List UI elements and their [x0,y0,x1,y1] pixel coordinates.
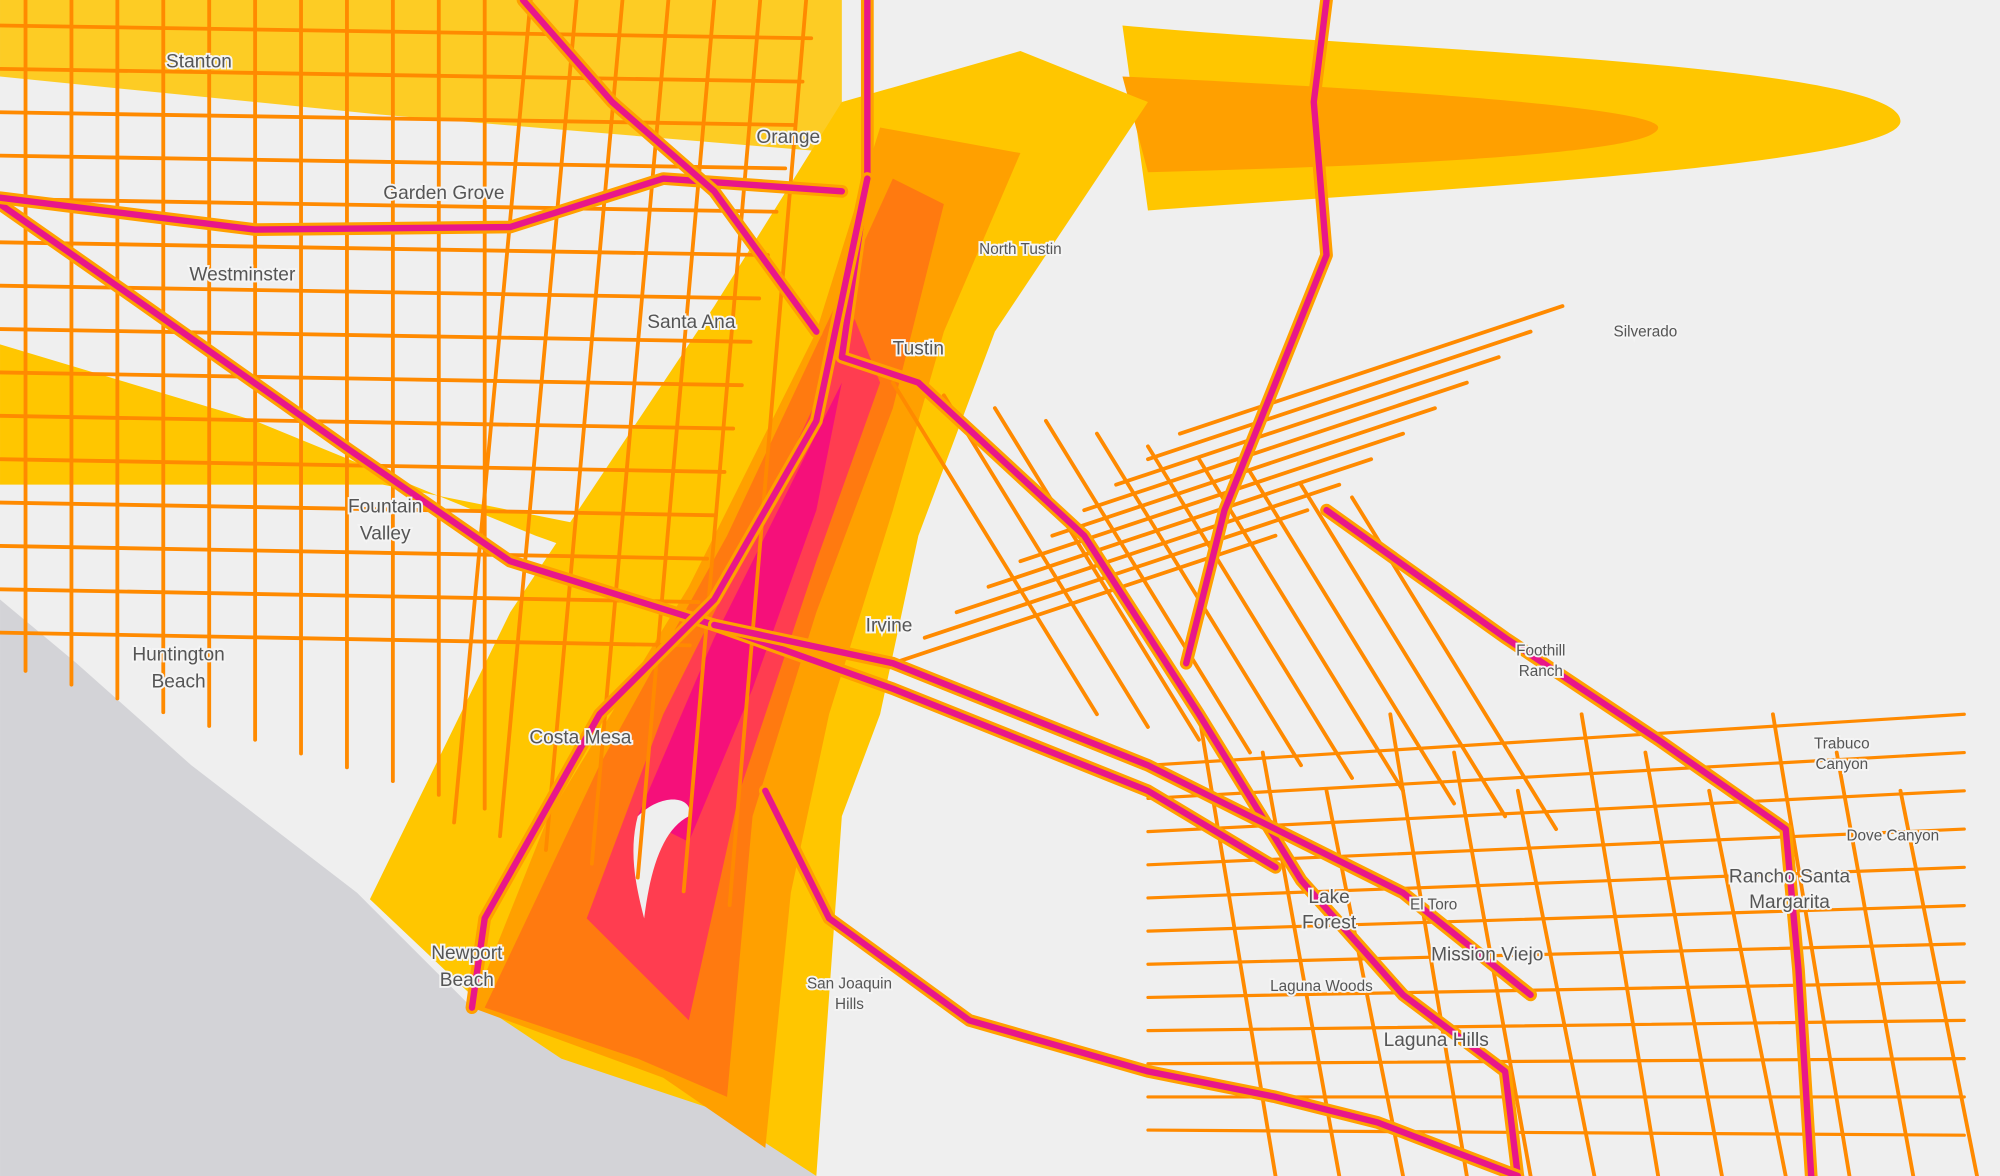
place-label: Fountain [348,497,422,518]
road [0,153,788,171]
freeway [711,621,1534,999]
freeway [468,175,871,1011]
place-label: Canyon [1815,756,1868,773]
road [1771,712,1852,1176]
place-label: Beach [151,671,205,692]
freeway [0,200,1279,871]
place-label: Ranch [1519,663,1563,680]
place-label: Trabuco [1814,736,1870,753]
road [0,66,805,84]
freeway [519,0,820,335]
road [0,630,692,648]
road [1146,444,1354,780]
plume [1122,76,1659,173]
road [890,380,1099,717]
place-label: Rancho Santa [1729,867,1851,888]
road [727,0,809,907]
place-label: Stanton [166,52,232,73]
road [1299,482,1508,819]
place-label: Forest [1302,913,1357,934]
road [1146,750,1966,801]
road [1146,904,1966,933]
place-label: Foothill [1516,643,1565,660]
place-labels: Stanton Orange Garden Grove Westminster … [130,50,1941,1053]
road [1146,1128,1966,1137]
road [635,0,717,880]
freeways [0,0,1818,1176]
place-label: Westminster [189,265,296,286]
road [1707,788,1788,1176]
place-label: Santa Ana [647,312,736,333]
freeway [762,787,1522,1176]
place-label: San Joaquin [807,976,892,993]
road [1146,712,1966,767]
place-label: Laguna Woods [1270,978,1373,995]
road [1579,712,1661,1176]
road [0,110,796,127]
place-label: Silverado [1614,324,1678,341]
place-label: Newport [431,943,503,964]
place-label: Huntington [132,645,225,666]
place-label: Lake [1308,887,1349,908]
road [0,240,770,258]
road [0,370,744,388]
ocean [0,599,817,1176]
place-label: Orange [756,127,820,148]
road [0,197,779,214]
place-label: Beach [440,970,494,991]
place-label: El Toro [1410,896,1457,913]
road [1898,788,1979,1176]
road [1114,355,1501,487]
place-label: Tustin [893,339,944,360]
plume [637,382,842,842]
road [681,0,763,894]
road [1044,418,1252,755]
road [941,393,1150,729]
place-label: Garden Grove [383,183,504,204]
road [1146,942,1966,966]
road [954,482,1342,615]
road [992,406,1201,742]
road [0,327,753,344]
freeway [1323,507,1815,1176]
road [1177,304,1565,436]
road [498,0,579,839]
road [1146,865,1966,900]
place-label: Dove Canyon [1846,828,1939,845]
road [1082,380,1469,513]
road [1197,457,1405,793]
road [1146,789,1966,834]
road [1146,1057,1966,1066]
road [1146,1018,1966,1033]
road [1834,750,1916,1176]
road [1515,788,1597,1176]
road [0,587,701,604]
road [1643,750,1724,1176]
place-label: Hills [835,996,864,1013]
place-label: Mission Viejo [1431,944,1543,965]
road [452,0,533,825]
freeway [1183,0,1330,667]
place-label: Valley [360,524,411,545]
road [986,457,1374,589]
road [1146,329,1533,462]
road [1388,712,1469,1176]
freeway [0,175,846,233]
road [0,23,814,41]
road [0,543,710,561]
road [0,413,736,431]
place-label: Irvine [866,615,913,636]
place-label: Margarita [1749,892,1830,913]
back-bay [633,799,690,919]
place-label: North Tustin [979,241,1061,258]
place-label: Laguna Hills [1384,1030,1489,1051]
place-label: Costa Mesa [529,728,631,749]
road [1146,980,1966,1000]
road [0,500,718,518]
